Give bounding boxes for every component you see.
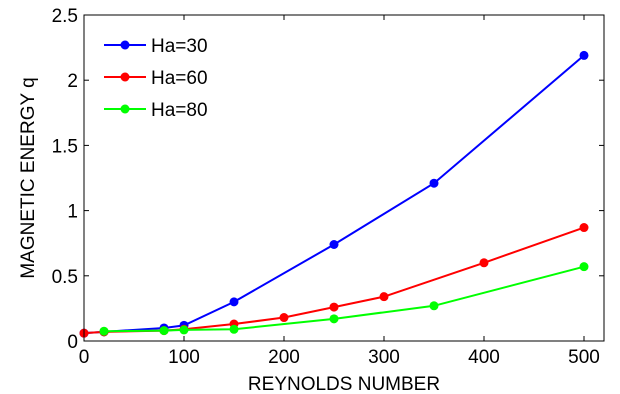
series-1-point-9 xyxy=(579,223,589,233)
series-2-point-0 xyxy=(99,326,109,336)
x-tick-label-1: 100 xyxy=(168,347,200,368)
legend: Ha=30 Ha=60 Ha=80 xyxy=(95,26,233,126)
y-tick-label-3: 1.5 xyxy=(52,136,78,157)
x-axis-label: REYNOLDS NUMBER xyxy=(248,374,440,394)
series-1-point-8 xyxy=(479,258,489,268)
series-2-point-3 xyxy=(229,324,239,334)
legend-swatch-marker-0 xyxy=(120,40,130,50)
legend-swatch-marker-1 xyxy=(120,72,130,82)
y-tick-label-2: 1 xyxy=(67,202,78,223)
series-2-point-4 xyxy=(329,314,339,324)
x-axis-ticks: 0 100 200 300 400 500 xyxy=(79,15,600,368)
series-0-point-4 xyxy=(229,297,239,307)
series-0-point-7 xyxy=(579,50,589,60)
x-tick-label-3: 300 xyxy=(368,347,400,368)
y-axis-label: MAGNETIC ENERGY q xyxy=(18,77,39,278)
legend-label-2: Ha=80 xyxy=(151,100,208,121)
y-tick-label-4: 2 xyxy=(67,71,78,92)
series-0-point-6 xyxy=(429,178,439,188)
y-tick-label-5: 2.5 xyxy=(52,6,78,27)
series-1-point-5 xyxy=(279,313,289,323)
series-2-point-1 xyxy=(159,326,169,336)
series-0-point-5 xyxy=(329,240,339,249)
series-2-point-2 xyxy=(179,325,189,335)
series-1-point-6 xyxy=(329,302,339,312)
legend-swatch-marker-2 xyxy=(120,104,130,114)
x-tick-label-4: 400 xyxy=(468,347,500,368)
x-tick-label-2: 200 xyxy=(268,347,300,368)
x-tick-label-5: 500 xyxy=(568,347,600,368)
x-tick-label-0: 0 xyxy=(79,347,90,368)
series-2-point-6 xyxy=(579,262,589,272)
y-tick-label-0: 0 xyxy=(67,332,78,353)
plot-frame xyxy=(83,14,605,342)
plot-marks xyxy=(79,50,589,338)
series-1-point-7 xyxy=(379,292,389,302)
y-tick-label-1: 0.5 xyxy=(52,267,78,288)
y-axis-ticks: 0 0.5 1 1.5 2 2.5 xyxy=(52,6,604,353)
legend-label-1: Ha=60 xyxy=(151,68,208,89)
legend-label-0: Ha=30 xyxy=(151,36,208,57)
series-2-point-5 xyxy=(429,301,439,311)
